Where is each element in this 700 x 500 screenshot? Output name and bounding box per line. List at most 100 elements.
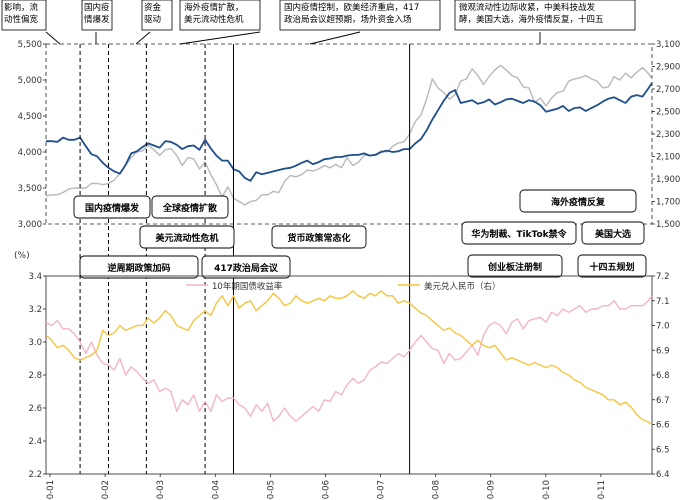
top-note-line: 影响，流 bbox=[4, 2, 39, 13]
axis-tick-label: 1,900 bbox=[656, 175, 680, 185]
axis-tick-label: 3,500 bbox=[18, 184, 42, 194]
axis-tick-label: 2,500 bbox=[656, 108, 680, 118]
event-box bbox=[271, 225, 367, 249]
axis-tick-label: 5,500 bbox=[18, 40, 42, 50]
axis-tick-label: 4,500 bbox=[18, 112, 42, 122]
x-tick-label: 0-02 bbox=[101, 480, 111, 499]
x-tick-label: 0-01 bbox=[46, 480, 56, 499]
lower-right-axis: 6.4 6.5 6.6 6.7 6.8 6.9 7.0 7.1 7.2 bbox=[652, 272, 670, 480]
upper-series bbox=[45, 64, 653, 206]
event-label-9: 创业板注册制 bbox=[487, 261, 542, 273]
arrow-line bbox=[179, 31, 261, 45]
top-note-line: 国内疫 bbox=[84, 2, 110, 13]
event-box bbox=[467, 254, 563, 278]
x-tick-label: 0-08 bbox=[432, 480, 442, 499]
top-note-box bbox=[454, 0, 636, 31]
axis-tick-label: 6.6 bbox=[656, 421, 670, 431]
event-label-8: 美国大选 bbox=[595, 228, 631, 240]
lower-panel: (%) 2.22.42.62.83.03.23.4 6.46.56.66.76.… bbox=[14, 251, 670, 499]
top-note-line: 微观流动性边际收紧，中美科技战发 bbox=[459, 2, 596, 13]
lower-plot-frame bbox=[45, 275, 653, 475]
legend-label-yield: 10年期国债收益率 bbox=[212, 281, 283, 292]
event-label-3: 逆周期政策加码 bbox=[107, 262, 170, 274]
series-line-0 bbox=[45, 64, 653, 206]
axis-tick-label: 2,700 bbox=[656, 85, 680, 95]
event-label-0: 国内疫情爆发 bbox=[85, 202, 140, 214]
axis-tick-label: 6.8 bbox=[656, 371, 670, 381]
axis-tick-label: 1,500 bbox=[656, 220, 680, 230]
x-tick-label: 0-04 bbox=[211, 480, 221, 499]
event-label-1: 全球疫情扩散 bbox=[162, 202, 218, 214]
axis-tick-label: 2,300 bbox=[656, 130, 680, 140]
top-note-line: 海外疫情扩散， bbox=[184, 2, 244, 13]
axis-tick-label: 6.4 bbox=[656, 470, 670, 480]
axis-tick-label: 3,000 bbox=[18, 220, 42, 230]
axis-tick-label: 2.2 bbox=[28, 470, 42, 480]
axis-tick-label: 4,000 bbox=[18, 148, 42, 158]
top-note-line: 动性偏宽 bbox=[4, 14, 39, 25]
lower-series bbox=[45, 290, 653, 426]
top-note-box bbox=[81, 0, 113, 31]
axis-tick-label: 2,100 bbox=[656, 153, 680, 163]
axis-tick-label: 7.0 bbox=[656, 322, 670, 332]
x-tick-label: 0-03 bbox=[156, 480, 166, 499]
arrow-line bbox=[309, 31, 361, 45]
event-box bbox=[73, 195, 151, 219]
event-box bbox=[151, 195, 229, 219]
top-note-box bbox=[141, 0, 173, 31]
top-note-0: 影响，流动性偏宽 bbox=[4, 2, 39, 25]
axis-tick-label: 2.8 bbox=[28, 371, 42, 381]
event-label-4: 417政治局会议 bbox=[214, 262, 279, 274]
top-note-1: 国内疫情爆发 bbox=[84, 2, 110, 25]
top-note-3: 海外疫情扩散，美元流动性危机 bbox=[184, 2, 244, 25]
axis-tick-label: 2.6 bbox=[28, 404, 42, 414]
event-box bbox=[79, 255, 199, 279]
event-label-6: 海外疫情反复 bbox=[551, 196, 606, 208]
axis-tick-label: 6.5 bbox=[656, 445, 670, 455]
axis-tick-label: 3,100 bbox=[656, 40, 680, 50]
series-line-0 bbox=[45, 295, 653, 422]
top-note-box bbox=[1, 0, 47, 31]
top-note-box bbox=[279, 0, 441, 31]
event-label-2: 美元流动性危机 bbox=[155, 232, 218, 244]
arrow-line bbox=[45, 31, 61, 45]
top-notes: 影响，流动性偏宽 国内疫情爆发 资金驱动 海外疫情扩散，美元流动性危机 国内疫情… bbox=[1, 0, 636, 31]
axis-tick-label: 3.4 bbox=[28, 272, 42, 282]
x-tick-label: 0-11 bbox=[597, 480, 607, 499]
event-box bbox=[519, 189, 637, 213]
axis-tick-label: 2.4 bbox=[28, 437, 42, 447]
top-note-line: 国内疫情控制，欧美经济重启，417 bbox=[284, 2, 419, 13]
axis-tick-label: 1,700 bbox=[656, 198, 680, 208]
x-tick-label: 0-07 bbox=[377, 480, 387, 499]
x-axis: 0-01 0-02 0-03 0-04 0-05 0-06 0-07 0-08 0-09 0-10… bbox=[46, 474, 607, 499]
event-label-10: 十四五规划 bbox=[589, 261, 634, 273]
top-note-line: 政治局会议超预期，场外资金入场 bbox=[284, 14, 412, 25]
x-tick-label: 0-05 bbox=[266, 480, 276, 499]
axis-tick-label: 7.1 bbox=[656, 297, 670, 307]
upper-left-axis: 3,000 3,500 4,000 4,500 5,000 5,500 bbox=[18, 40, 46, 230]
event-box bbox=[201, 255, 291, 279]
axis-tick-label: 6.7 bbox=[656, 396, 670, 406]
axis-tick-label: 5,000 bbox=[18, 76, 42, 86]
top-note-line: 资金 bbox=[144, 2, 162, 13]
event-box bbox=[577, 254, 647, 278]
top-note-4: 国内疫情控制，欧美经济重启，417 政治局会议超预期，场外资金入场 bbox=[284, 2, 419, 25]
lower-left-axis: 2.2 2.4 2.6 2.8 3.0 3.2 3.4 bbox=[28, 272, 46, 480]
arrow-line bbox=[135, 31, 151, 45]
note-arrows bbox=[45, 31, 541, 45]
legend: 10年期国债收益率 美元兑人民币（右） bbox=[186, 281, 501, 292]
top-note-line: 情爆发 bbox=[84, 14, 110, 25]
x-tick-label: 0-06 bbox=[321, 480, 331, 499]
axis-tick-label: 3.0 bbox=[28, 338, 42, 348]
upper-panel: 3,000 3,500 4,000 4,500 5,000 5,500 1,500 1,70… bbox=[18, 40, 681, 230]
event-box bbox=[461, 221, 577, 245]
top-note-2: 资金驱动 bbox=[144, 2, 162, 25]
event-box bbox=[581, 221, 645, 245]
top-note-line: 酵，美国大选，海外疫情反复，十四五 bbox=[459, 14, 604, 25]
axis-tick-label: 7.2 bbox=[656, 272, 670, 282]
legend-label-usdcny: 美元兑人民币（右） bbox=[424, 281, 501, 292]
top-note-line: 驱动 bbox=[144, 14, 162, 25]
series-line-1 bbox=[45, 290, 653, 426]
top-note-5: 微观流动性边际收紧，中美科技战发酵，美国大选，海外疫情反复，十四五 bbox=[459, 2, 604, 25]
